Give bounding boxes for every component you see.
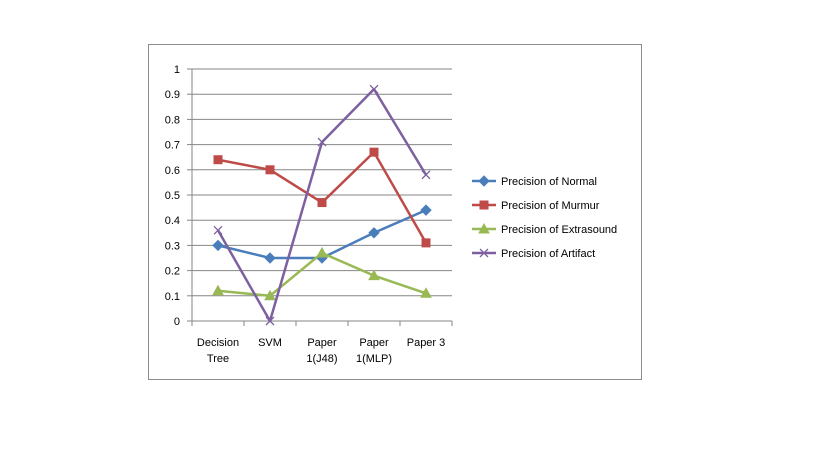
data-point bbox=[213, 155, 223, 165]
y-tick-label: 0.9 bbox=[165, 89, 180, 101]
data-point bbox=[421, 238, 431, 248]
data-point bbox=[264, 252, 276, 264]
data-point bbox=[368, 269, 380, 281]
data-point bbox=[212, 239, 224, 252]
x-tick-label: Paper bbox=[307, 337, 337, 349]
legend-label: Precision of Artifact bbox=[501, 248, 595, 260]
data-point bbox=[264, 289, 276, 301]
x-tick-label: Paper 3 bbox=[407, 337, 446, 349]
y-tick-label: 0.8 bbox=[165, 114, 180, 126]
legend-label: Precision of Murmur bbox=[501, 200, 600, 212]
data-point bbox=[316, 246, 328, 258]
data-point bbox=[213, 225, 223, 235]
x-tick-label: Paper bbox=[359, 337, 389, 349]
y-tick-label: 0.7 bbox=[165, 140, 180, 152]
data-point bbox=[479, 248, 489, 258]
y-tick-label: 0.5 bbox=[165, 190, 180, 202]
data-point bbox=[478, 175, 490, 187]
data-point bbox=[479, 200, 489, 210]
x-tick-label: Tree bbox=[207, 353, 229, 365]
x-tick-label: 1(MLP) bbox=[356, 353, 392, 365]
data-point bbox=[265, 316, 275, 326]
data-point bbox=[369, 147, 379, 157]
y-tick-label: 0.3 bbox=[165, 240, 180, 252]
y-tick-label: 1 bbox=[174, 64, 180, 76]
y-tick-label: 0.4 bbox=[165, 215, 180, 227]
legend-label: Precision of Normal bbox=[501, 176, 597, 188]
x-tick-label: 1(J48) bbox=[306, 353, 337, 365]
x-tick-label: SVM bbox=[258, 337, 282, 349]
chart-frame bbox=[148, 44, 642, 380]
x-tick-label: Decision bbox=[197, 337, 239, 349]
data-point bbox=[420, 287, 432, 298]
data-point bbox=[317, 198, 327, 208]
data-point bbox=[212, 284, 224, 296]
data-point bbox=[421, 170, 431, 180]
data-point bbox=[317, 137, 327, 147]
series-line bbox=[217, 150, 428, 244]
data-point bbox=[265, 165, 275, 175]
data-point bbox=[420, 204, 432, 216]
y-tick-label: 0.1 bbox=[165, 291, 180, 303]
data-point bbox=[369, 84, 379, 94]
legend-label: Precision of Extrasound bbox=[501, 224, 617, 236]
data-point bbox=[478, 222, 490, 234]
data-point bbox=[368, 227, 380, 239]
y-tick-label: 0 bbox=[174, 316, 180, 328]
y-tick-label: 0.2 bbox=[165, 266, 180, 278]
y-tick-label: 0.6 bbox=[165, 165, 180, 177]
